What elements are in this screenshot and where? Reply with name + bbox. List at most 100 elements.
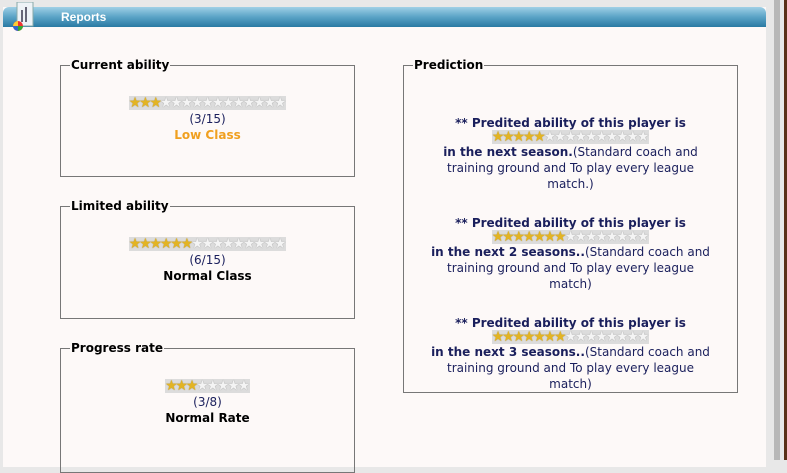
star-filled-icon: ★ xyxy=(543,229,557,245)
current-ability-class: Low Class xyxy=(174,128,241,142)
star-filled-icon: ★ xyxy=(491,329,505,345)
star-filled-icon: ★ xyxy=(128,95,142,111)
star-empty-icon: ★ xyxy=(232,236,245,252)
prediction-note: (Standard coach and training ground and … xyxy=(446,145,698,191)
star-empty-icon: ★ xyxy=(595,329,608,345)
star-empty-icon: ★ xyxy=(636,229,650,245)
star-filled-icon: ★ xyxy=(491,129,505,145)
star-empty-icon: ★ xyxy=(211,236,225,252)
star-empty-icon: ★ xyxy=(616,229,629,245)
star-empty-icon: ★ xyxy=(564,229,577,245)
star-empty-icon: ★ xyxy=(222,95,235,111)
star-filled-icon: ★ xyxy=(522,229,536,245)
star-filled-icon: ★ xyxy=(170,236,183,252)
prediction-period: in the next season. xyxy=(443,145,573,159)
star-empty-icon: ★ xyxy=(206,378,220,394)
star-filled-icon: ★ xyxy=(185,378,199,394)
star-empty-icon: ★ xyxy=(585,229,598,245)
star-filled-icon: ★ xyxy=(139,95,152,111)
star-filled-icon: ★ xyxy=(491,229,505,245)
star-empty-icon: ★ xyxy=(616,329,629,345)
star-empty-icon: ★ xyxy=(216,378,230,394)
prediction-item: ** Predited ability of this player is ★★… xyxy=(404,216,737,292)
star-empty-icon: ★ xyxy=(201,95,214,111)
star-empty-icon: ★ xyxy=(595,229,608,245)
star-filled-icon: ★ xyxy=(522,129,536,145)
panel-title: Reports xyxy=(61,10,107,24)
star-empty-icon: ★ xyxy=(605,329,619,345)
star-empty-icon: ★ xyxy=(605,229,619,245)
prediction-box: Prediction ** Predited ability of this p… xyxy=(403,58,738,393)
star-empty-icon: ★ xyxy=(242,236,256,252)
progress-rate-stars: ★★★★★★★★ xyxy=(165,379,250,393)
star-empty-icon: ★ xyxy=(564,329,577,345)
star-filled-icon: ★ xyxy=(159,236,173,252)
star-empty-icon: ★ xyxy=(626,229,639,245)
star-empty-icon: ★ xyxy=(595,129,608,145)
progress-rate-legend: Progress rate xyxy=(71,341,163,355)
reports-chart-icon xyxy=(13,2,34,31)
limited-ability-box: Limited ability ★★★★★★★★★★★★★★★ (6/15) N… xyxy=(60,199,355,319)
star-filled-icon: ★ xyxy=(180,236,194,252)
star-filled-icon: ★ xyxy=(533,129,546,145)
star-filled-icon: ★ xyxy=(149,236,163,252)
star-empty-icon: ★ xyxy=(232,95,245,111)
star-filled-icon: ★ xyxy=(175,378,188,394)
star-empty-icon: ★ xyxy=(190,236,204,252)
star-empty-icon: ★ xyxy=(636,129,650,145)
window-border xyxy=(784,0,787,460)
prediction-note: (Standard coach and training ground and … xyxy=(446,345,710,391)
prediction-item: ** Predited ability of this player is ★★… xyxy=(404,316,737,392)
star-empty-icon: ★ xyxy=(636,329,650,345)
star-filled-icon: ★ xyxy=(512,129,526,145)
limited-ability-legend: Limited ability xyxy=(71,199,169,213)
star-filled-icon: ★ xyxy=(128,236,142,252)
star-filled-icon: ★ xyxy=(502,129,515,145)
star-empty-icon: ★ xyxy=(626,329,639,345)
star-empty-icon: ★ xyxy=(180,95,194,111)
prediction-legend: Prediction xyxy=(414,58,484,72)
star-empty-icon: ★ xyxy=(222,236,235,252)
star-filled-icon: ★ xyxy=(512,229,526,245)
star-empty-icon: ★ xyxy=(201,236,214,252)
prediction-heading: ** Predited ability of this player is xyxy=(455,216,686,230)
star-empty-icon: ★ xyxy=(273,95,287,111)
prediction-period: in the next 3 seasons.. xyxy=(431,345,585,359)
star-empty-icon: ★ xyxy=(242,95,256,111)
star-empty-icon: ★ xyxy=(253,95,266,111)
star-filled-icon: ★ xyxy=(502,329,515,345)
star-empty-icon: ★ xyxy=(263,236,276,252)
star-empty-icon: ★ xyxy=(564,129,577,145)
star-filled-icon: ★ xyxy=(533,229,546,245)
current-ability-stars: ★★★★★★★★★★★★★★★ xyxy=(128,95,287,111)
star-empty-icon: ★ xyxy=(543,129,557,145)
limited-ability-class: Normal Class xyxy=(163,269,252,283)
star-filled-icon: ★ xyxy=(553,229,567,245)
star-empty-icon: ★ xyxy=(574,229,588,245)
star-empty-icon: ★ xyxy=(273,236,287,252)
prediction-period: in the next 2 seasons.. xyxy=(431,245,585,259)
current-ability-legend: Current ability xyxy=(71,58,170,72)
star-empty-icon: ★ xyxy=(553,129,567,145)
prediction-item: ** Predited ability of this player is ★★… xyxy=(404,116,737,192)
star-empty-icon: ★ xyxy=(616,129,629,145)
prediction-stars: ★★★★★★★★★★★★★★★ xyxy=(491,329,650,345)
star-filled-icon: ★ xyxy=(522,329,536,345)
prediction-heading: ** Predited ability of this player is xyxy=(455,316,686,330)
star-empty-icon: ★ xyxy=(585,129,598,145)
star-filled-icon: ★ xyxy=(543,329,557,345)
star-empty-icon: ★ xyxy=(237,378,251,394)
star-empty-icon: ★ xyxy=(211,95,225,111)
star-filled-icon: ★ xyxy=(165,378,178,394)
star-empty-icon: ★ xyxy=(159,95,173,111)
star-empty-icon: ★ xyxy=(253,236,266,252)
star-empty-icon: ★ xyxy=(605,129,619,145)
scrollbar-track[interactable] xyxy=(774,0,780,460)
progress-rate-class: Normal Rate xyxy=(165,411,250,425)
star-empty-icon: ★ xyxy=(227,378,240,394)
star-empty-icon: ★ xyxy=(196,378,209,394)
star-empty-icon: ★ xyxy=(263,95,276,111)
current-ability-box: Current ability ★★★★★★★★★★★★★★★ (3/15) L… xyxy=(60,58,355,177)
prediction-note: (Standard coach and training ground and … xyxy=(446,245,710,291)
progress-rate-box: Progress rate ★★★★★★★★ (3/8) Normal Rate xyxy=(60,341,355,473)
